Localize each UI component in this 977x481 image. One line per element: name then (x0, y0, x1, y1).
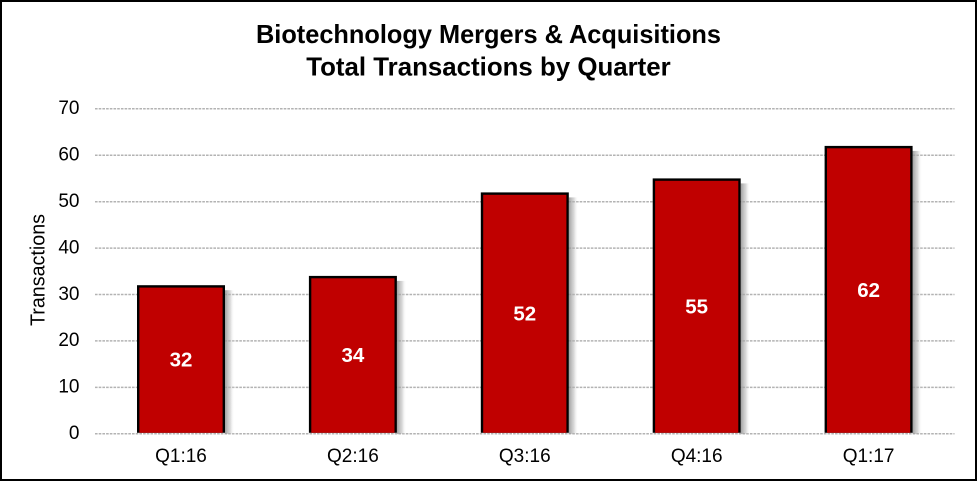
svg-text:Biotechnology Mergers & Acquis: Biotechnology Mergers & Acquisitions (256, 19, 721, 49)
svg-text:70: 70 (58, 98, 79, 119)
svg-text:Transactions: Transactions (28, 214, 50, 326)
svg-text:32: 32 (170, 349, 193, 372)
svg-text:Q1:17: Q1:17 (843, 446, 895, 467)
svg-text:60: 60 (58, 145, 79, 166)
svg-text:52: 52 (513, 302, 536, 325)
svg-text:Q4:16: Q4:16 (671, 446, 723, 467)
svg-text:55: 55 (685, 295, 708, 318)
svg-text:0: 0 (69, 423, 80, 444)
svg-text:Total Transactions by Quarter: Total Transactions by Quarter (306, 51, 671, 81)
svg-text:30: 30 (58, 284, 79, 305)
svg-text:62: 62 (857, 279, 880, 302)
svg-text:40: 40 (58, 237, 79, 258)
svg-text:34: 34 (341, 344, 364, 367)
svg-text:10: 10 (58, 377, 79, 398)
svg-text:50: 50 (58, 191, 79, 212)
svg-text:Q2:16: Q2:16 (327, 446, 379, 467)
svg-text:Q3:16: Q3:16 (499, 446, 551, 467)
svg-text:Q1:16: Q1:16 (155, 446, 207, 467)
svg-text:20: 20 (58, 330, 79, 351)
